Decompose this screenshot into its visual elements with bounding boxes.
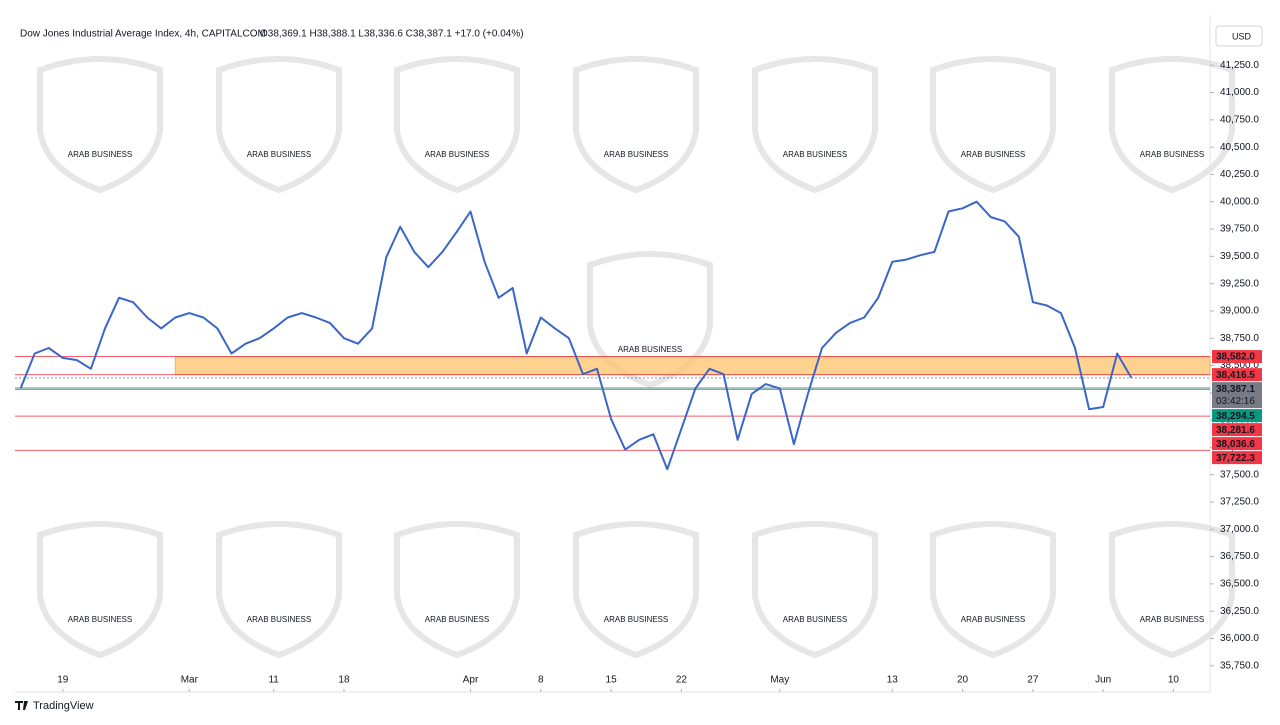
y-tick-label: 40,250.0 [1220, 169, 1259, 180]
watermark-shield [752, 521, 878, 659]
price-label: 38,582.0 [1216, 352, 1255, 363]
watermark-text: ARAB BUSINESS [961, 615, 1025, 624]
watermark-text: ARAB BUSINESS [247, 615, 311, 624]
x-tick-label: Apr [463, 675, 479, 686]
x-tick-label: 15 [606, 675, 618, 686]
y-tick-label: 39,750.0 [1220, 224, 1259, 235]
x-tick-label: 11 [268, 675, 279, 686]
watermark-text: ARAB BUSINESS [604, 615, 668, 624]
price-label: 38,281.6 [1216, 425, 1255, 436]
x-tick-label: 19 [57, 675, 69, 686]
price-label: 37,722.3 [1216, 453, 1255, 464]
watermark-text: ARAB BUSINESS [425, 615, 489, 624]
price-label: 38,387.1 [1216, 384, 1255, 395]
price-label-box [1212, 409, 1262, 423]
x-tick-label: 22 [676, 675, 688, 686]
price-label: 38,416.5 [1216, 370, 1255, 381]
watermark-text: ARAB BUSINESS [68, 150, 132, 159]
watermark-shield [394, 56, 520, 194]
x-tick-label: 13 [887, 675, 899, 686]
price-label-box [1212, 350, 1262, 364]
tv-logo [15, 701, 28, 710]
watermark-text: ARAB BUSINESS [618, 345, 682, 354]
price-label: 38,036.6 [1216, 439, 1255, 450]
watermark-text: ARAB BUSINESS [425, 150, 489, 159]
watermark-shield [37, 521, 163, 659]
y-tick-label: 41,250.0 [1220, 60, 1259, 71]
y-tick-label: 38,500.0 [1220, 360, 1259, 371]
watermark-text: ARAB BUSINESS [1140, 150, 1204, 159]
watermark-shield [216, 56, 342, 194]
watermark-shield [394, 521, 520, 659]
currency[interactable]: USD [1232, 31, 1252, 41]
x-tick-label: 20 [957, 675, 969, 686]
watermark-text: ARAB BUSINESS [1140, 615, 1204, 624]
y-tick-label: 36,250.0 [1220, 606, 1259, 617]
countdown: 03:42:16 [1216, 396, 1255, 407]
y-tick-label: 36,750.0 [1220, 551, 1259, 562]
price-label-box [1212, 437, 1262, 451]
y-tick-label: 40,750.0 [1220, 114, 1259, 125]
x-tick-label: Mar [181, 675, 199, 686]
watermark-shield [573, 56, 699, 194]
x-tick-label: 8 [538, 675, 544, 686]
y-tick-label: 41,000.0 [1220, 87, 1259, 98]
x-tick-label: May [770, 675, 789, 686]
watermark-shield [37, 56, 163, 194]
watermark-text: ARAB BUSINESS [961, 150, 1025, 159]
x-tick-label: Jun [1095, 675, 1111, 686]
price-label-box [1212, 368, 1262, 382]
watermark-text: ARAB BUSINESS [247, 150, 311, 159]
y-tick-label: 37,500.0 [1220, 469, 1259, 480]
watermark-shield [1109, 521, 1235, 659]
zone [174, 356, 1211, 376]
y-tick-label: 39,000.0 [1220, 306, 1259, 317]
watermark-text: ARAB BUSINESS [783, 615, 847, 624]
price-label-box [1212, 423, 1262, 437]
watermark-text: ARAB BUSINESS [783, 150, 847, 159]
y-tick-label: 40,500.0 [1220, 142, 1259, 153]
x-tick-label: 27 [1027, 675, 1039, 686]
y-tick-label: 37,000.0 [1220, 524, 1259, 535]
y-tick-label: 38,750.0 [1220, 333, 1259, 344]
watermark-text: ARAB BUSINESS [604, 150, 668, 159]
watermark-shield [752, 56, 878, 194]
brand: TradingView [33, 700, 94, 712]
watermark-shield [1109, 56, 1235, 194]
ohlc: O38,369.1 H38,388.1 L38,336.6 C38,387.1 … [260, 29, 524, 40]
price-line [19, 200, 1133, 471]
currency-button[interactable] [1215, 25, 1263, 47]
x-tick-label: 18 [338, 675, 350, 686]
chart-title: Dow Jones Industrial Average Index, 4h, … [20, 29, 266, 40]
price-label: 38,294.5 [1216, 411, 1255, 422]
y-tick-label: 39,500.0 [1220, 251, 1259, 262]
y-tick-label: 36,500.0 [1220, 579, 1259, 590]
y-tick-label: 36,000.0 [1220, 633, 1259, 644]
watermark-text: ARAB BUSINESS [68, 615, 132, 624]
price-label-box [1212, 382, 1262, 409]
x-tick-label: 10 [1168, 675, 1180, 686]
watermark-shield [930, 56, 1056, 194]
y-tick-label: 37,250.0 [1220, 497, 1259, 508]
watermark-shield [573, 521, 699, 659]
price-label-box [1212, 451, 1262, 465]
watermark-shield [930, 521, 1056, 659]
watermark-shield [216, 521, 342, 659]
y-tick-label: 35,750.0 [1220, 660, 1259, 671]
y-tick-label: 39,250.0 [1220, 278, 1259, 289]
y-tick-label: 40,000.0 [1220, 196, 1259, 207]
watermarks: ARAB BUSINESS ARAB BUSINESS ARAB BUSINESS A… [37, 56, 1235, 659]
